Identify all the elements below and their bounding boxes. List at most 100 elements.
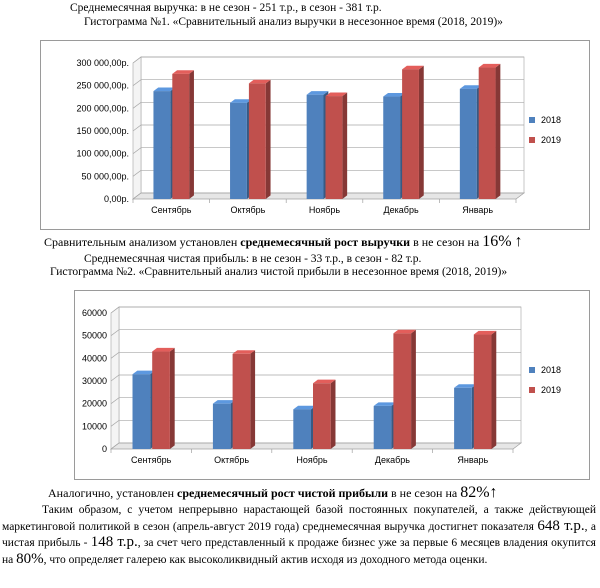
conclusion-paragraph: Таким образом, с учетом непрерывно нарас… bbox=[2, 503, 596, 568]
gridline bbox=[110, 329, 521, 336]
chart-canvas: 0,00р. 50 000,00р. 100 000,00р. 150 000,00р… bbox=[76, 56, 561, 215]
bar-top bbox=[393, 329, 416, 334]
bar-2019-Октябрь bbox=[248, 83, 266, 199]
bar-2018-Октябрь bbox=[230, 102, 247, 199]
x-tick-label: Сентябрь bbox=[151, 205, 192, 215]
x-tick-label: Январь bbox=[462, 205, 493, 215]
x-tick-label: Сентябрь bbox=[131, 455, 172, 465]
legend-swatch bbox=[529, 367, 535, 373]
bar-side bbox=[495, 63, 501, 199]
bar-2018-Сентябрь bbox=[153, 91, 171, 199]
gridline bbox=[110, 397, 521, 404]
bar-2018-Ноябрь bbox=[293, 409, 311, 449]
up-arrow-icon: ↑ bbox=[489, 484, 498, 501]
x-tick-label: Ноябрь bbox=[296, 455, 328, 465]
y-tick-label: 50 000,00р. bbox=[81, 171, 129, 181]
conclusion-text-3: , за счет чего представленный к продаже … bbox=[2, 537, 596, 566]
y-tick-label: 200 000,00р. bbox=[76, 103, 129, 113]
gridline bbox=[110, 351, 521, 359]
chart2-title: Гистограмма №2. «Сравнительный анализ чи… bbox=[50, 266, 508, 278]
bar-2019-Декабрь bbox=[402, 69, 419, 199]
bar-top bbox=[232, 350, 256, 354]
bar-top bbox=[230, 99, 252, 103]
summary-revenue-value: 16% bbox=[482, 233, 512, 250]
bar-top bbox=[248, 79, 271, 84]
bar-side bbox=[250, 350, 256, 449]
conclusion-revenue-value: 648 т.р. bbox=[537, 517, 585, 534]
bar-top bbox=[402, 65, 424, 70]
legend-label: 2018 bbox=[541, 365, 561, 375]
x-tick-label: Октябрь bbox=[214, 455, 249, 465]
bar-top bbox=[306, 91, 329, 95]
bar-top bbox=[383, 92, 405, 97]
legend-label: 2018 bbox=[541, 115, 561, 125]
bar-side bbox=[411, 329, 416, 449]
summary-revenue-suffix: в не сезон на bbox=[410, 235, 483, 249]
y-tick-label: 30000 bbox=[82, 376, 107, 386]
chart-revenue: 0,00р. 50 000,00р. 100 000,00р. 150 000,00р… bbox=[40, 40, 590, 230]
y-tick-label: 20000 bbox=[82, 399, 107, 409]
gridline bbox=[132, 79, 524, 86]
bar-top bbox=[172, 70, 194, 74]
y-tick-label: 0 bbox=[102, 444, 107, 454]
x-tick-label: Январь bbox=[457, 455, 488, 465]
y-tick-label: 300 000,00р. bbox=[76, 58, 129, 68]
summary-profit-bold: среднемесячный рост чистой прибыли bbox=[177, 486, 389, 500]
bar-side bbox=[169, 347, 175, 449]
legend-swatch bbox=[529, 117, 535, 123]
bar-2018-Январь bbox=[459, 88, 477, 199]
bar-2018-Январь bbox=[454, 387, 472, 449]
gridline bbox=[110, 306, 521, 314]
up-arrow-icon: ↑ bbox=[514, 233, 523, 250]
bar-side bbox=[265, 79, 271, 199]
legend-label: 2019 bbox=[541, 385, 561, 395]
conclusion-text-4: , что определяет галерею как высоколикви… bbox=[43, 553, 488, 566]
y-tick-label: 60000 bbox=[82, 308, 107, 318]
legend-swatch bbox=[529, 137, 535, 143]
header-revenue: Среднемесячная выручка: в не сезон - 251… bbox=[70, 2, 382, 14]
conclusion-text-2: , а чистая прибыль - bbox=[2, 520, 596, 550]
bar-top bbox=[459, 85, 482, 89]
bar-2019-Сентябрь bbox=[152, 351, 170, 449]
y-tick-label: 100 000,00р. bbox=[76, 149, 129, 159]
conclusion-payback-value: 80% bbox=[16, 550, 44, 567]
chart-profit: 0 10000 20000 30000 40000 50000 60000 Сентябрь О… bbox=[74, 290, 590, 480]
bar-top bbox=[212, 400, 236, 404]
bar-top bbox=[325, 92, 348, 97]
bar-2018-Декабрь bbox=[373, 405, 392, 449]
bar-side bbox=[418, 65, 424, 199]
gridline bbox=[110, 374, 521, 382]
bar-top bbox=[153, 87, 176, 92]
bar-2019-Ноябрь bbox=[313, 383, 331, 449]
gridline bbox=[132, 56, 524, 64]
chart-canvas: 0 10000 20000 30000 40000 50000 60000 Сентябрь О… bbox=[82, 306, 561, 465]
bar-2019-Ноябрь bbox=[325, 96, 343, 199]
conclusion-profit-value: 148 т.р. bbox=[90, 534, 138, 550]
summary-profit-value: 82% bbox=[460, 484, 490, 501]
bar-side bbox=[491, 330, 497, 449]
bar-top bbox=[293, 405, 316, 410]
bar-top bbox=[478, 63, 501, 68]
x-tick-label: Декабрь bbox=[384, 205, 419, 215]
bar-side bbox=[330, 379, 336, 449]
y-tick-label: 250 000,00р. bbox=[76, 81, 129, 91]
y-tick-label: 40000 bbox=[82, 353, 107, 363]
summary-profit: Аналогично, установлен среднемесячный ро… bbox=[48, 484, 498, 502]
bar-top bbox=[152, 347, 175, 352]
legend-label: 2019 bbox=[541, 135, 561, 145]
bar-2019-Сентябрь bbox=[172, 73, 190, 199]
bar-2019-Декабрь bbox=[393, 333, 412, 449]
legend-swatch bbox=[529, 387, 535, 393]
summary-profit-suffix: в не сезон на bbox=[388, 486, 461, 500]
bar-2018-Ноябрь bbox=[306, 94, 324, 199]
y-tick-label: 50000 bbox=[82, 331, 107, 341]
summary-revenue: Сравнительным анализом установлен средне… bbox=[44, 233, 523, 251]
bar-2019-Январь bbox=[478, 67, 496, 200]
x-tick-label: Декабрь bbox=[375, 455, 410, 465]
bar-2019-Январь bbox=[473, 334, 492, 449]
bar-top bbox=[313, 379, 336, 384]
y-tick-label: 10000 bbox=[82, 421, 107, 431]
bar-top bbox=[132, 370, 155, 375]
conclusion-text-1: Таким образом, с учетом непрерывно нарас… bbox=[2, 504, 596, 533]
bar-top bbox=[454, 384, 477, 388]
